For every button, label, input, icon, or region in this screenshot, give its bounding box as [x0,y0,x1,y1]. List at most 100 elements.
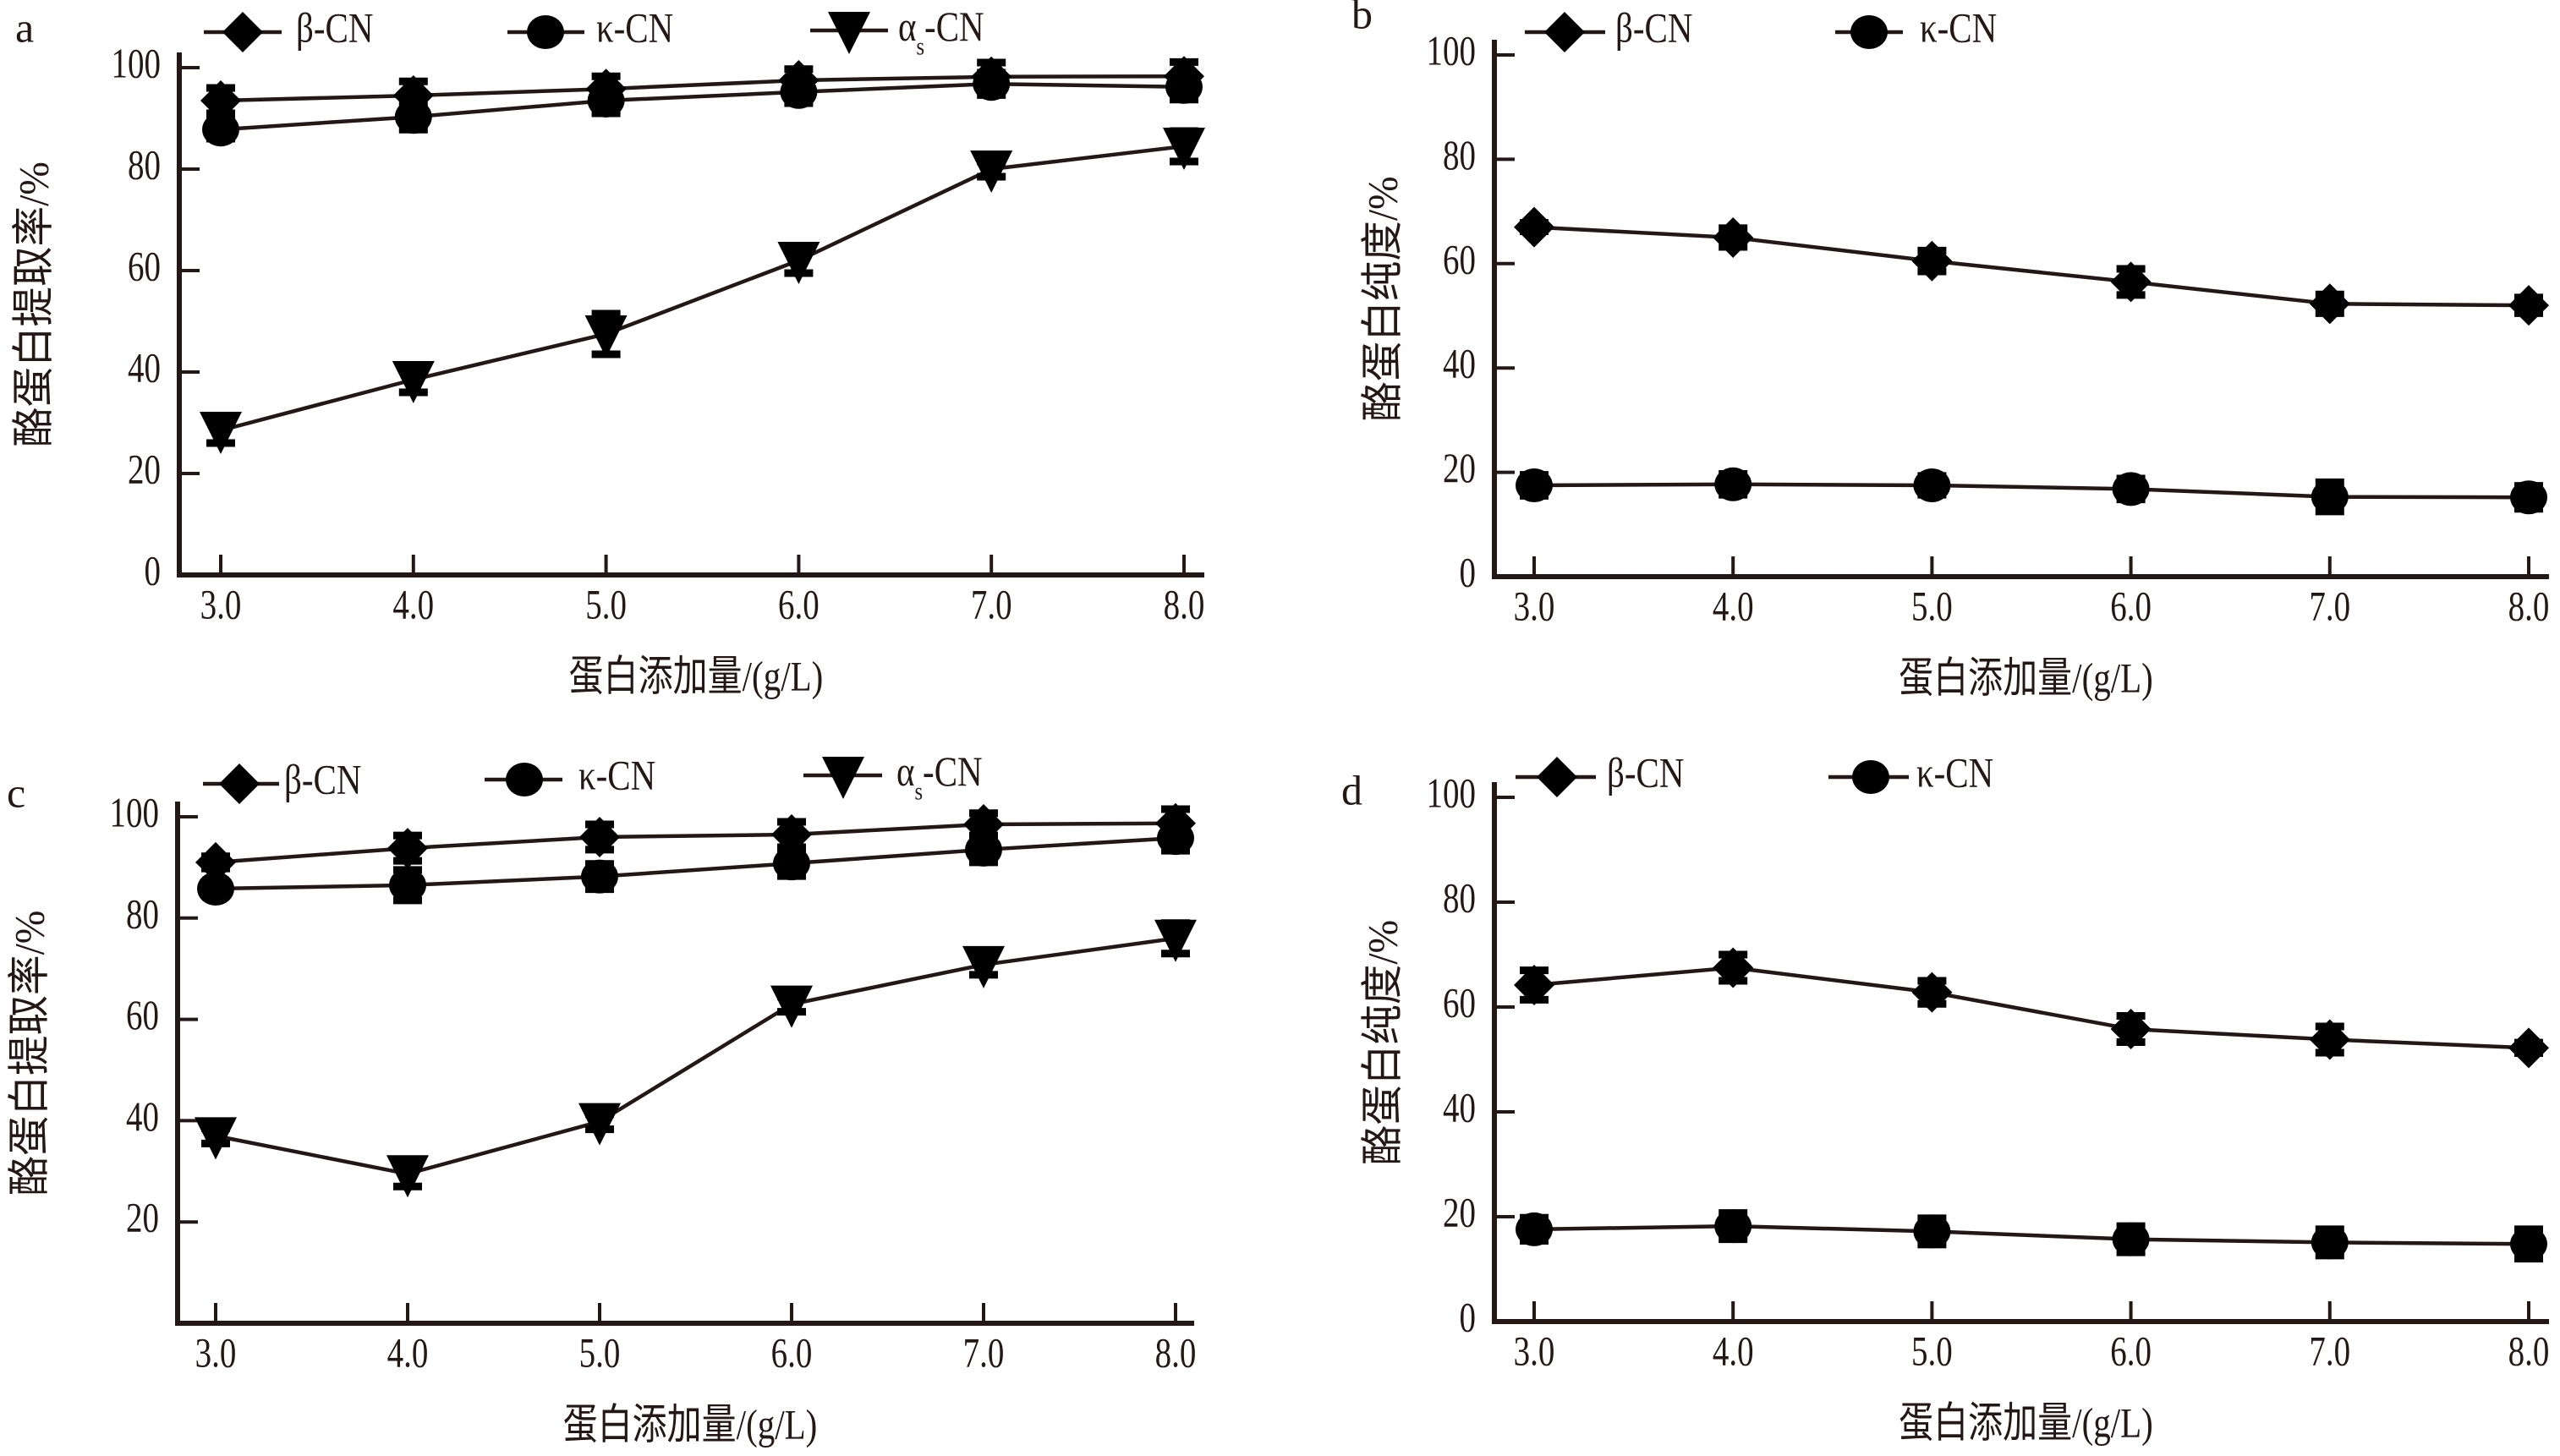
series-line [1533,1223,2530,1246]
legend-label: αs-CN [898,3,984,61]
data-point [202,112,239,147]
legend-item: β-CN [204,4,373,52]
y-tick-label: 20 [126,1194,159,1241]
data-point [392,361,435,403]
data-point [1913,468,1951,503]
x-tick-label: 8.0 [1164,581,1205,628]
data-point [386,1155,429,1198]
series-circle [197,821,1194,906]
data-point [2508,1027,2549,1069]
data-point [2311,479,2349,514]
legend-item: αs-CN [810,3,984,61]
data-point [579,816,620,857]
y-tick-label: 0 [1459,549,1476,596]
y-axis-title: 酪蛋白提取率/% [10,161,57,447]
data-point [970,151,1013,193]
legend-marker [1537,757,1577,797]
data-point [965,832,1002,867]
x-tick-label: 3.0 [195,1329,237,1377]
y-tick-label: 60 [1443,236,1476,283]
panel-d: d 0 20 40 60 80 100 3.0 4.0 5.0 6.0 7.0 8.0 蛋白添加量/(g/… [1341,749,2549,1447]
x-tick-label: 4.0 [392,581,434,628]
data-point [587,84,625,118]
data-point [2309,1019,2350,1060]
y-tick-label: 40 [1443,1084,1476,1131]
x-tick-label: 7.0 [971,581,1012,628]
data-point [1714,467,1752,501]
x-tick-label: 3.0 [200,581,242,628]
legend-marker [828,12,870,54]
x-tick-label: 8.0 [2508,1327,2550,1375]
legend-item: κ-CN [1835,4,1997,52]
series-line [220,144,1185,433]
legend-marker [1544,12,1585,52]
series-line [220,74,1185,103]
data-point [1516,1212,1553,1246]
panel-a: a 0 20 40 60 80 100 3.0 4.0 5.0 6.0 7.0 8.0 蛋白添加量/(g/… [10,3,1205,700]
legend-label-rest: -CN [924,3,984,50]
legend-item: β-CN [203,756,361,804]
data-point [770,985,813,1028]
legend-label: β-CN [1615,4,1692,52]
y-tick-label: 80 [126,890,159,938]
legend-marker [822,757,864,799]
data-point [773,846,810,881]
x-tick-label: 3.0 [1514,1327,1555,1375]
y-tick-label: 40 [126,1092,159,1140]
data-point [197,872,234,906]
data-point [584,315,628,358]
series-line [215,936,1176,1176]
series-triangle-down [195,919,1197,1198]
series-triangle-down [200,127,1205,454]
y-tick-label: 80 [128,141,161,189]
series-diamond [1514,947,2549,1069]
y-tick-label: 0 [1459,1294,1476,1341]
series-line [1533,966,2530,1050]
y-tick-label: 100 [1427,769,1476,817]
series-line [1533,482,2530,500]
data-point [387,828,428,869]
legend-label: κ-CN [596,4,673,52]
data-point [973,67,1011,101]
data-point [2110,261,2152,303]
legend-marker [506,763,543,796]
y-tick-label: 100 [110,789,159,836]
x-tick-label: 5.0 [579,1329,621,1377]
panel-c: c 20 40 60 80 100 3.0 4.0 5.0 6.0 7.0 8.0 蛋白添加量/(g/L… [6,747,1197,1448]
data-point [2110,1009,2152,1050]
data-point [578,1103,621,1146]
y-tick-label: 20 [1443,444,1476,491]
series-circle [1516,1209,2547,1263]
data-point [2311,1225,2349,1260]
data-point [1713,216,1754,258]
x-tick-label: 6.0 [778,581,820,628]
data-point [2112,1222,2150,1256]
x-axis-title: 蛋白添加量/(g/L) [1899,1399,2153,1447]
x-axis-title: 蛋白添加量/(g/L) [569,653,824,700]
y-tick-label: 20 [128,446,161,493]
legend-label-main: α [896,747,914,795]
y-tick-label: 40 [1443,340,1476,387]
x-tick-label: 5.0 [1911,1327,1953,1375]
panel-label: d [1341,766,1362,813]
x-tick-label: 4.0 [1713,1327,1754,1375]
y-axis-title: 酪蛋白提取率/% [6,911,52,1196]
legend-label: κ-CN [1916,749,1993,796]
data-point [1913,1214,1951,1249]
x-tick-label: 3.0 [1514,583,1555,630]
y-tick-label: 60 [126,991,159,1038]
legend-label: κ-CN [578,752,655,799]
x-tick-label: 6.0 [2110,1327,2152,1375]
data-point [1911,240,1953,282]
legend-item: αs-CN [803,747,983,806]
legend-label-subscript: s [916,33,924,61]
legend-item: κ-CN [485,752,655,799]
data-point [1911,972,1953,1013]
data-point [394,100,432,134]
panel-label: c [7,769,25,816]
data-point [777,242,820,284]
data-point [2510,480,2547,515]
legend-label: αs-CN [896,747,983,806]
series-line [215,835,1176,891]
legend-label: κ-CN [1920,4,1997,52]
